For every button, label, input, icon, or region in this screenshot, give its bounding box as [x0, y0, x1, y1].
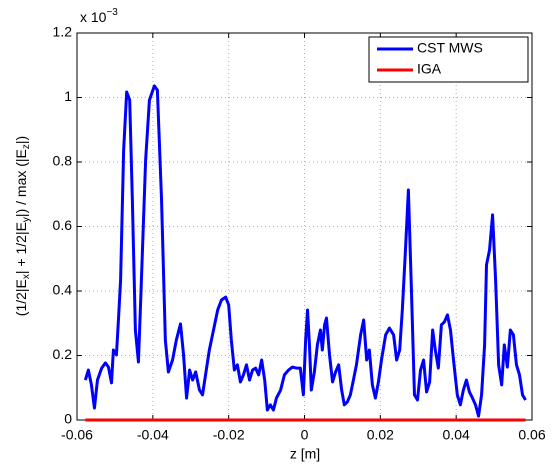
y-tick-label: 1: [64, 88, 72, 104]
x-tick-label: 0.06: [518, 427, 545, 443]
legend-label: IGA: [417, 61, 442, 77]
y-label-part: |): [13, 136, 29, 144]
x-axis-label: z [m]: [290, 446, 320, 462]
x-tick-label: 0: [301, 427, 309, 443]
x-tick-label: 0.02: [367, 427, 394, 443]
x-tick-label: -0.06: [61, 427, 93, 443]
y-label-subscript: y: [21, 217, 32, 222]
legend-box: [368, 36, 529, 83]
y-label-part: | + 1/2|E: [13, 222, 29, 274]
y-tick-label: 0.2: [53, 346, 73, 362]
y-tick-label: 0.6: [53, 217, 73, 233]
y-multiplier: x 10−3: [80, 7, 118, 25]
x-tick-label: 0.04: [443, 427, 470, 443]
y-multiplier-exponent: −3: [106, 7, 118, 18]
data-line: [83, 84, 527, 418]
y-tick-label: 1.2: [53, 24, 73, 40]
y-axis-label: (1/2|Ex| + 1/2|Ey|) / max (|Ez|): [13, 136, 32, 316]
y-label-subscript: x: [21, 274, 32, 279]
y-tick-label: 0: [64, 411, 72, 427]
x-tick-label: -0.04: [137, 427, 169, 443]
y-label-subscript: z: [21, 144, 32, 149]
y-label-part: (1/2|E: [13, 279, 29, 316]
legend-label: CST MWS: [417, 40, 483, 56]
y-tick-label: 0.4: [53, 282, 73, 298]
y-tick-label: 0.8: [53, 153, 73, 169]
y-label-part: |) / max (|E: [13, 149, 29, 217]
y-multiplier-base: x 10: [80, 9, 107, 25]
x-tick-label: -0.02: [213, 427, 245, 443]
